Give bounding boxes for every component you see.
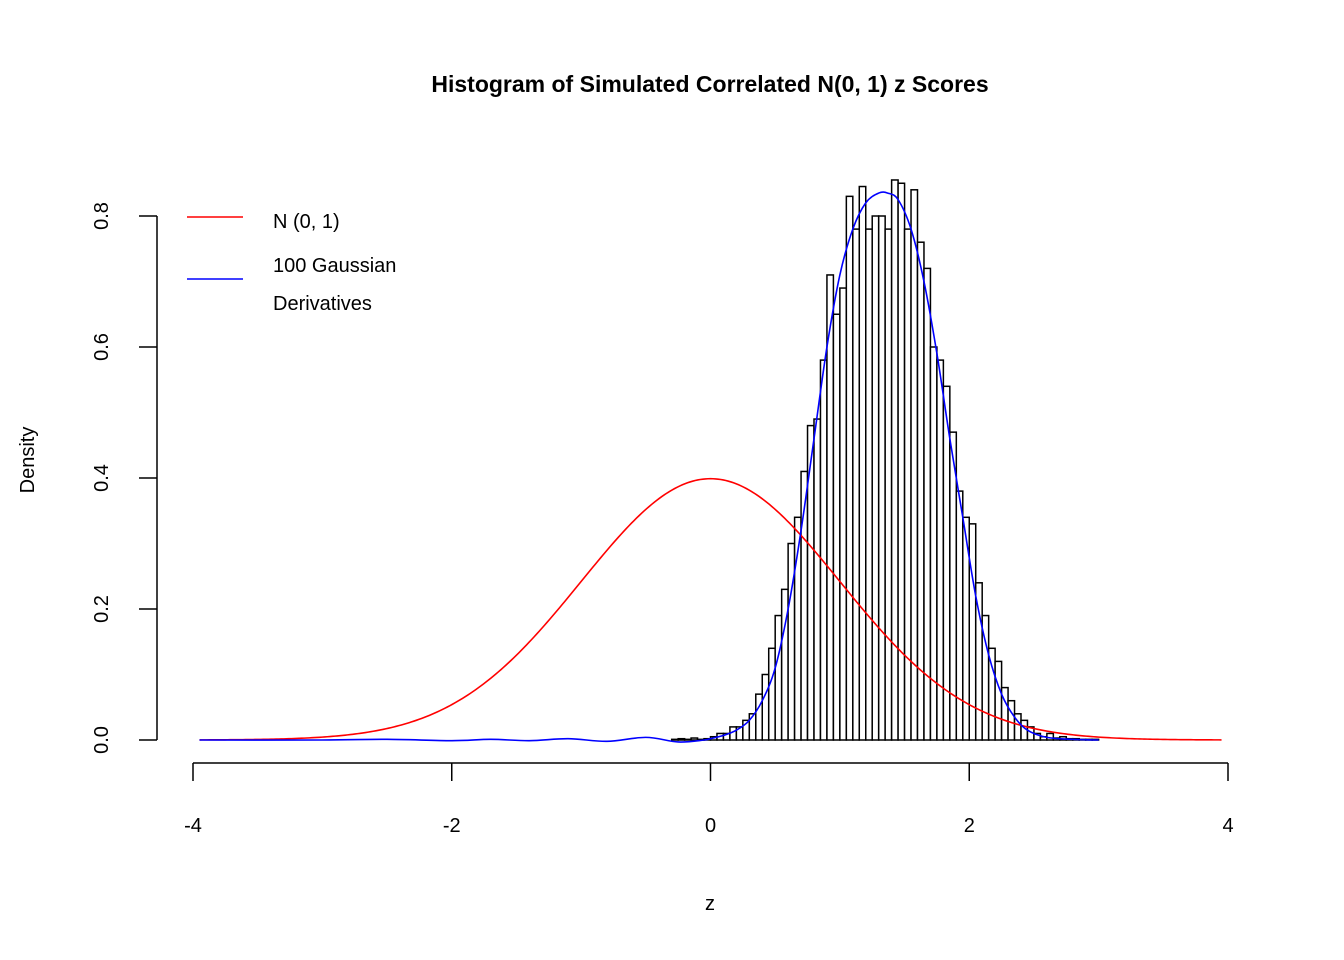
histogram-bar	[942, 385, 951, 741]
histogram-bar	[813, 418, 822, 741]
histogram-bar	[910, 189, 919, 741]
y-tick-label: 0.6	[91, 333, 113, 361]
y-axis-label: Density	[17, 427, 39, 494]
x-tick-label: 0	[705, 815, 716, 837]
y-tick-label: 0.0	[91, 726, 113, 754]
histogram-bar	[852, 228, 861, 741]
histogram-bar	[994, 660, 1003, 741]
y-tick-label: 0.2	[91, 595, 113, 623]
histogram-bar	[877, 215, 886, 741]
histogram-bar	[987, 647, 996, 741]
histogram-bar	[767, 647, 776, 741]
histogram-bar	[677, 737, 686, 741]
legend-label-gaussian-1: 100 Gaussian	[273, 255, 396, 277]
histogram-bar	[916, 241, 925, 741]
series-line	[199, 191, 1099, 743]
x-tick-label: -4	[184, 815, 202, 837]
histogram-bars	[670, 179, 1100, 741]
x-tick-label: 2	[964, 815, 975, 837]
histogram-bar	[865, 228, 873, 741]
y-tick-label: 0.4	[91, 464, 113, 492]
axes: -4 -2 0 2 4 0.0 0.2 0.4 0.6 0.8	[91, 202, 1234, 837]
histogram-bar	[923, 267, 932, 741]
histogram-bar	[897, 182, 906, 741]
histogram-bar	[690, 737, 699, 741]
y-tick-label: 0.8	[91, 202, 113, 230]
histogram-bar	[903, 228, 912, 741]
histogram-bar	[884, 228, 893, 741]
x-tick-label: -2	[443, 815, 461, 837]
histogram-bar	[974, 582, 983, 741]
histogram-bar	[858, 185, 867, 741]
density-curves	[199, 191, 1222, 743]
histogram-bar	[890, 179, 899, 741]
histogram-bar	[832, 313, 841, 741]
histogram-bar	[761, 673, 770, 741]
histogram-bar	[683, 738, 692, 741]
histogram-bar	[955, 490, 964, 741]
x-axis-label: z	[705, 893, 715, 915]
histogram-bar	[936, 359, 945, 741]
histogram-bar	[1046, 732, 1055, 741]
chart-title: Histogram of Simulated Correlated N(0, 1…	[431, 71, 988, 97]
series-line	[199, 477, 1222, 741]
histogram-bar	[871, 215, 880, 741]
histogram-bar	[670, 738, 679, 741]
legend: N (0, 1) 100 Gaussian Derivatives	[187, 211, 396, 315]
histogram-bar	[839, 287, 848, 741]
histogram-bar	[774, 614, 783, 741]
histogram-bar	[845, 195, 854, 741]
histogram-bar	[1007, 699, 1016, 741]
x-tick-label: 4	[1222, 815, 1233, 837]
legend-label-normal: N (0, 1)	[273, 211, 340, 233]
legend-label-gaussian-2: Derivatives	[273, 293, 372, 315]
histogram-bar	[748, 713, 757, 741]
histogram-bar	[819, 359, 828, 741]
